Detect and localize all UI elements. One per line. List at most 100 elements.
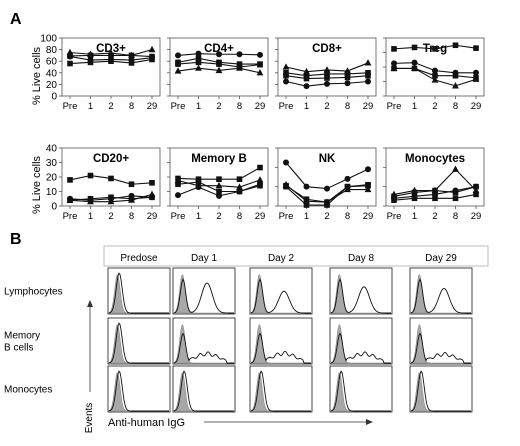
data-point-circle	[473, 183, 479, 190]
chart-title: CD20+	[93, 153, 129, 165]
data-point-square	[324, 202, 330, 208]
x-tick-label: 1	[304, 101, 309, 112]
events-axis-arrowhead	[87, 300, 93, 307]
data-point-square	[391, 197, 397, 203]
control-histogram	[250, 324, 311, 364]
data-point-triangle	[452, 165, 459, 172]
chart-memory-b: Pre 1 2 8 29 Memory B	[167, 147, 269, 222]
histogram-cell	[249, 317, 313, 365]
data-point-square	[257, 164, 263, 171]
data-point-triangle	[323, 66, 331, 73]
histogram-cell	[249, 267, 313, 315]
data-point-triangle	[303, 67, 310, 75]
sample-histogram	[330, 332, 391, 364]
data-point-square	[324, 71, 330, 77]
data-point-square	[283, 72, 289, 79]
data-point-square	[216, 61, 222, 67]
panel-a-label: A	[10, 11, 22, 28]
x-tick-label: 2	[216, 101, 221, 112]
x-tick-label: 2	[324, 101, 329, 112]
data-point-square	[452, 195, 459, 202]
chart-frame	[61, 37, 161, 97]
x-tick-label: 2	[432, 211, 437, 222]
data-point-square	[365, 70, 371, 76]
data-point-circle	[344, 80, 351, 87]
x-tick-label: 1	[88, 101, 93, 112]
chart-monocytes: Pre 1 2 8 29 Monocytes	[383, 147, 485, 222]
data-point-square	[411, 195, 418, 202]
x-tick-label: 29	[147, 101, 158, 112]
y-tick-label: 0	[51, 92, 57, 103]
chart-title: CD3+	[96, 43, 126, 55]
x-tick-label: 29	[255, 211, 266, 222]
x-tick-label: 29	[471, 101, 482, 112]
data-point-square	[195, 176, 202, 182]
chart-title: Memory B	[191, 153, 247, 165]
y-tick-label: 40	[46, 68, 58, 79]
data-point-square	[87, 195, 94, 202]
y-tick-label: 40	[46, 144, 58, 155]
x-tick-label: 8	[237, 101, 242, 112]
data-point-square	[452, 42, 459, 49]
data-point-square	[87, 52, 94, 59]
x-tick-label: 2	[108, 211, 113, 222]
data-point-square	[149, 180, 155, 186]
x-tick-label: 2	[324, 211, 329, 222]
data-point-circle	[452, 187, 459, 194]
sample-histogram	[410, 278, 471, 314]
x-tick-label: 1	[304, 211, 309, 222]
chart-title: NK	[319, 153, 336, 165]
histogram-cell	[329, 267, 393, 315]
data-point-circle	[324, 185, 330, 192]
histogram-cell	[249, 365, 313, 413]
data-point-circle	[283, 159, 289, 166]
data-point-triangle	[472, 186, 480, 194]
data-point-square	[303, 196, 310, 203]
data-point-square	[236, 176, 243, 182]
data-point-square	[128, 181, 135, 188]
panel-b-xlabel: Anti-human IgG	[108, 417, 185, 429]
x-tick-label: Pre	[279, 101, 294, 112]
data-point-square	[432, 46, 438, 52]
data-point-square	[473, 45, 479, 51]
data-point-circle	[344, 175, 351, 182]
x-tick-label: 29	[255, 101, 266, 112]
x-tick-label: 1	[196, 101, 201, 112]
data-point-triangle	[390, 64, 398, 72]
data-point-square	[391, 46, 397, 52]
histogram-cell	[172, 267, 236, 315]
data-point-square	[67, 60, 73, 67]
data-point-square	[473, 191, 479, 198]
column-header-predose: Predose	[120, 253, 158, 264]
panel-b-label: B	[10, 231, 22, 248]
data-point-square	[411, 44, 418, 51]
x-tick-label: 2	[432, 101, 437, 112]
panel-b-ylabel: Events	[84, 403, 95, 434]
control-histogram	[410, 324, 471, 364]
data-point-circle	[432, 67, 438, 74]
data-point-square	[175, 61, 181, 67]
x-tick-label: 8	[453, 101, 458, 112]
data-point-circle	[195, 50, 202, 57]
data-point-circle	[175, 192, 181, 199]
sample-histogram	[108, 370, 169, 412]
data-point-square	[432, 187, 438, 194]
x-tick-label: 2	[216, 211, 221, 222]
data-point-triangle	[236, 64, 243, 71]
panel-a-ylabel-bottom: % Live cells	[31, 155, 43, 214]
data-point-square	[344, 74, 351, 81]
chart-title: Monocytes	[405, 153, 465, 165]
row-label-memory-b-cells: Memory B cells	[4, 331, 40, 354]
data-point-triangle	[107, 197, 115, 205]
row-label-line: Memory	[4, 331, 40, 342]
histogram-cell	[329, 365, 393, 413]
control-histogram	[173, 324, 234, 364]
sample-histogram	[173, 332, 234, 364]
sample-histogram	[410, 332, 471, 364]
row-label-lymphocytes: Lymphocytes	[4, 287, 63, 298]
chart-title: CD4+	[204, 43, 234, 55]
data-point-triangle	[236, 183, 243, 190]
x-tick-label: Pre	[63, 211, 78, 222]
data-point-square	[149, 194, 155, 201]
